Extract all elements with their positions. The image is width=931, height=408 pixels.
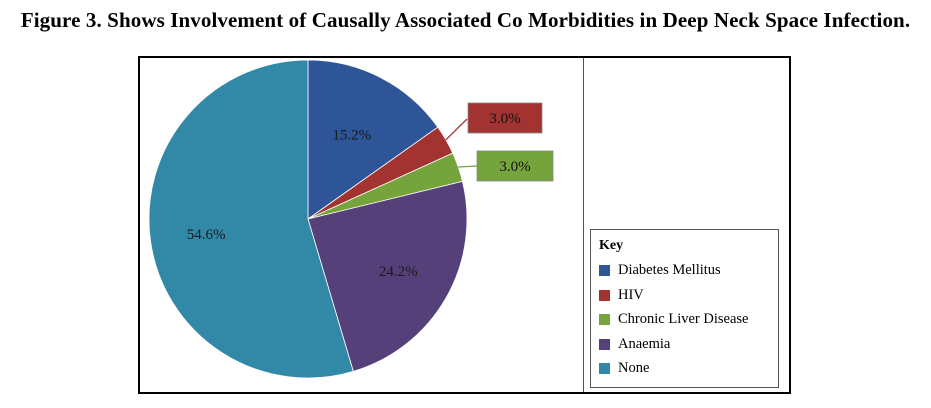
pie-slice-anaemia xyxy=(307,180,468,372)
legend-label: HIV xyxy=(618,286,644,303)
data-label-none: 54.6% xyxy=(187,227,226,243)
leader-line-chronic-liver-disease xyxy=(458,165,478,168)
legend-label: Diabetes Mellitus xyxy=(618,261,721,278)
data-label-diabetes-mellitus: 15.2% xyxy=(332,128,371,144)
legend-swatch xyxy=(599,362,610,374)
legend-item-diabetes-mellitus: Diabetes Mellitus xyxy=(599,261,721,279)
pie-chart: 15.2% 24.2% 54.6% 3.0% 3.0% xyxy=(148,59,554,379)
callout-box-chronic-liver-disease xyxy=(476,150,554,182)
legend-swatch xyxy=(599,264,610,276)
legend-title: Key xyxy=(599,238,624,253)
chart-frame: 15.2% 24.2% 54.6% 3.0% 3.0% Key Diabetes Mel… xyxy=(138,56,791,394)
legend-label: Chronic Liver Disease xyxy=(618,310,749,327)
pie-slice-diabetes-mellitus xyxy=(307,59,439,220)
callout-box-hiv xyxy=(467,102,543,134)
legend-swatch xyxy=(599,338,610,350)
legend-item-chronic-liver-disease: Chronic Liver Disease xyxy=(599,310,748,328)
plot-area-divider xyxy=(583,58,584,392)
legend-label: Anaemia xyxy=(618,335,671,352)
legend-swatch xyxy=(599,289,610,301)
leader-line-hiv xyxy=(445,118,468,141)
legend-item-hiv: HIV xyxy=(599,286,644,304)
legend-item-none: None xyxy=(599,359,649,377)
figure-title: Figure 3. Shows Involvement of Causally … xyxy=(20,8,911,32)
legend: Key Diabetes Mellitus HIV Chronic Liver … xyxy=(590,229,779,388)
legend-swatch xyxy=(599,313,610,325)
data-label-chronic-liver-disease: 3.0% xyxy=(499,159,530,175)
legend-item-anaemia: Anaemia xyxy=(599,335,670,353)
legend-label: None xyxy=(618,359,650,376)
data-label-anaemia: 24.2% xyxy=(379,264,418,280)
pie-slice-none xyxy=(148,59,354,379)
data-label-hiv: 3.0% xyxy=(489,111,520,127)
